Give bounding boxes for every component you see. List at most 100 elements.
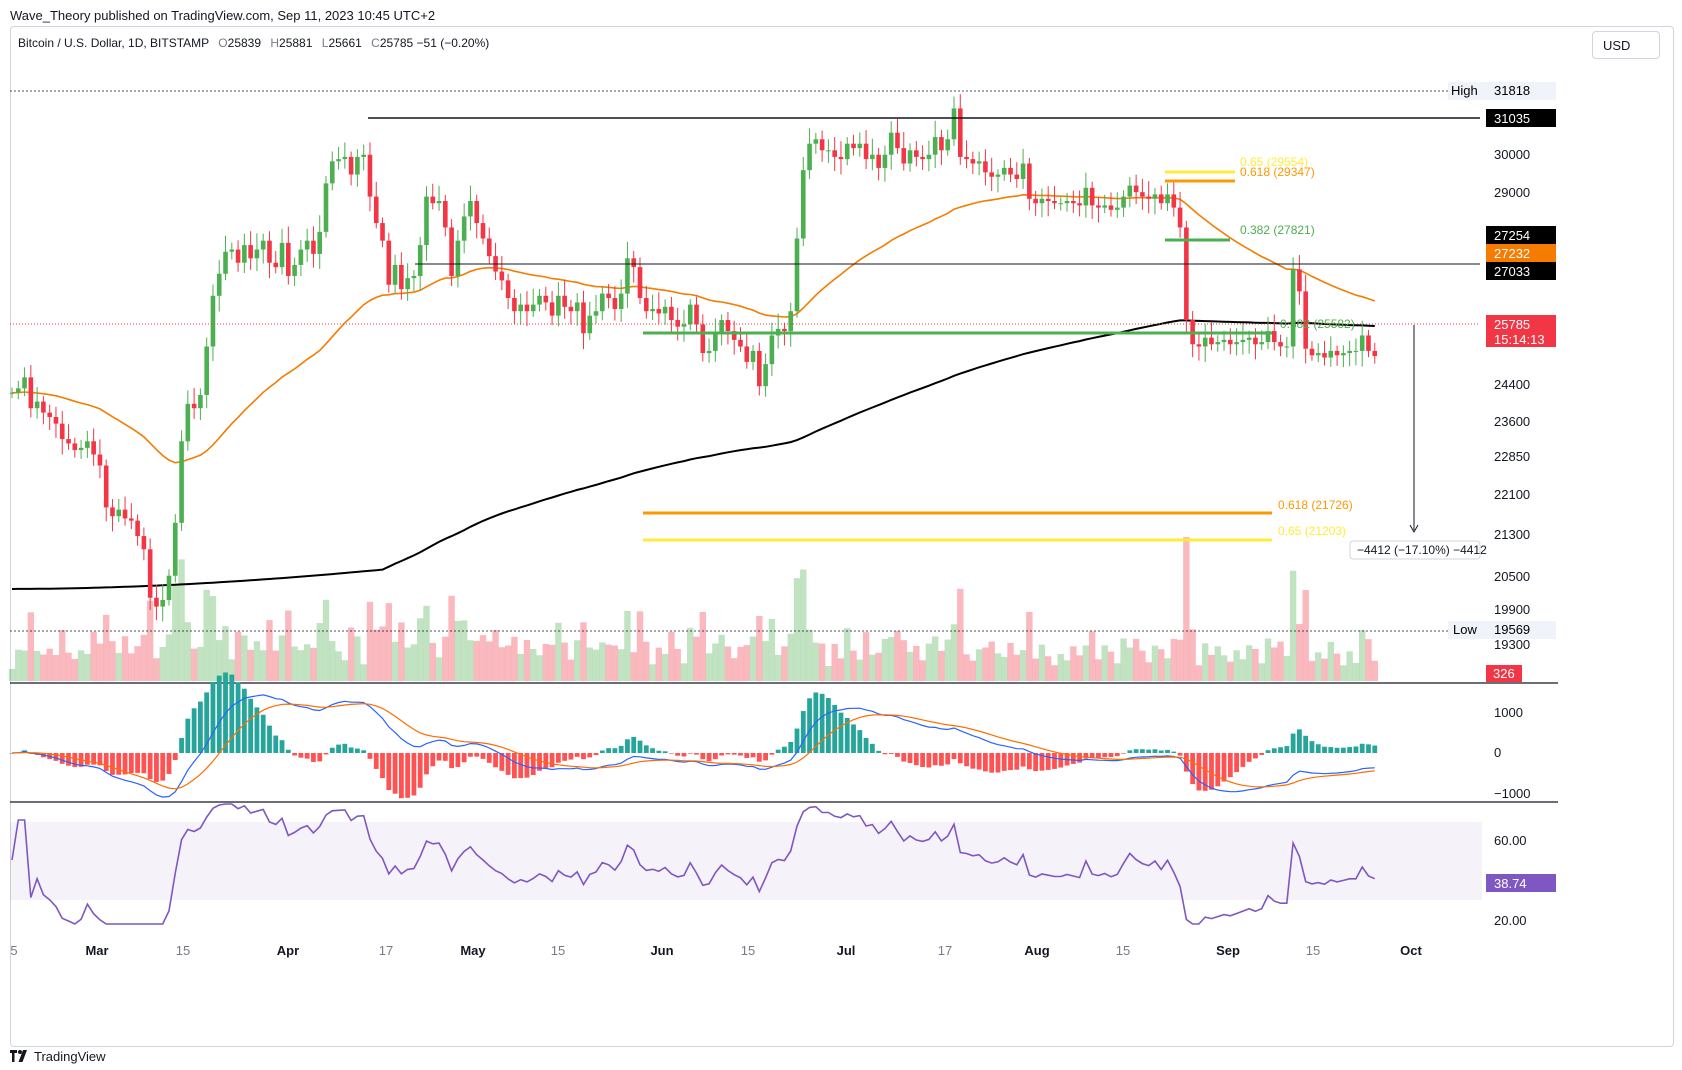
symbol-name[interactable]: Bitcoin / U.S. Dollar, 1D, BITSTAMP — [18, 36, 209, 50]
candle-body — [317, 231, 323, 254]
macd-histogram-bar — [662, 751, 668, 753]
price-axis-label: 19300 — [1494, 637, 1530, 652]
candle-body — [1240, 339, 1246, 343]
candle-body — [1221, 339, 1227, 343]
volume-bar — [919, 660, 926, 681]
volume-bar — [410, 644, 418, 681]
macd-histogram-bar — [599, 750, 605, 753]
volume-bar — [1045, 656, 1052, 681]
macd-histogram-bar — [618, 745, 624, 753]
macd-histogram-bar — [468, 753, 473, 757]
macd-histogram-bar — [844, 717, 850, 753]
candle-body — [1290, 269, 1296, 347]
low-tag-value: 19569 — [1494, 622, 1530, 637]
volume-bar — [737, 646, 744, 681]
candle-body — [769, 335, 775, 365]
volume-bar — [27, 612, 35, 681]
volume-bar — [1126, 647, 1134, 681]
macd-histogram-bar — [1328, 747, 1334, 753]
volume-bar — [96, 643, 104, 681]
volume-bar — [511, 636, 518, 681]
volume-bar — [429, 642, 436, 681]
candle-body — [945, 139, 951, 151]
macd-histogram-bar — [1077, 753, 1082, 763]
ema50-tag: 27232 — [1486, 244, 1556, 262]
volume-bar — [492, 630, 499, 681]
volume-bar — [1289, 570, 1297, 681]
volume-bar — [404, 647, 411, 681]
volume-bar — [460, 620, 468, 681]
resistance-tag: 31035 — [1486, 109, 1556, 127]
volume-bar — [756, 615, 763, 681]
candle-body — [1196, 344, 1202, 347]
candle-body — [399, 264, 404, 290]
volume-bar — [818, 643, 826, 681]
candle-body — [141, 536, 147, 550]
macd-histogram-bar — [160, 753, 166, 781]
volume-bar — [59, 630, 66, 681]
macd-histogram-bar — [530, 753, 536, 776]
currency-button[interactable]: USD — [1592, 31, 1660, 59]
macd-histogram-bar — [361, 750, 367, 753]
volume-bar — [448, 595, 455, 681]
candle-body — [1184, 227, 1189, 321]
volume-bar — [743, 645, 750, 681]
macd-histogram-bar — [1278, 747, 1283, 753]
candle-body — [1140, 192, 1145, 197]
volume-bar — [617, 649, 625, 681]
volume-bar — [944, 639, 951, 681]
candle-body — [273, 262, 279, 268]
macd-histogram-bar — [141, 753, 147, 774]
candle-body — [367, 154, 373, 197]
volume-bar — [668, 631, 675, 681]
price-axis-label: 30000 — [1494, 147, 1530, 162]
volume-bar — [523, 639, 531, 681]
candle-body — [505, 280, 511, 298]
macd-histogram-bar — [1303, 735, 1309, 753]
macd-histogram-bar — [1008, 753, 1013, 771]
volume-bar — [146, 600, 154, 681]
volume-bar — [417, 618, 424, 681]
candle-body — [706, 350, 712, 354]
macd-histogram-bar — [1121, 753, 1126, 754]
candle-body — [342, 156, 348, 160]
volume-bar — [391, 641, 399, 681]
candle-body — [1045, 198, 1051, 202]
candle-body — [650, 309, 655, 312]
svg-text:27254: 27254 — [1494, 228, 1530, 243]
countdown-value: 15:14:13 — [1494, 332, 1545, 347]
volume-bar — [297, 650, 305, 681]
candle-body — [1039, 198, 1045, 204]
candle-body — [989, 172, 994, 177]
candle-body — [348, 156, 354, 175]
macd-histogram-bar — [248, 698, 254, 753]
open-label: O — [218, 36, 228, 50]
macd-histogram-bar — [1052, 753, 1057, 769]
macd-histogram-bar — [442, 753, 448, 761]
volume-bar — [103, 614, 110, 681]
macd-histogram-bar — [932, 753, 938, 766]
macd-axis-label: 0 — [1494, 745, 1501, 760]
macd-histogram-bar — [907, 753, 913, 764]
volume-bar — [134, 646, 141, 681]
volume-bar — [1158, 649, 1165, 681]
volume-bar — [266, 620, 273, 681]
macd-histogram-bar — [1340, 747, 1346, 753]
footer[interactable]: TradingView — [10, 1045, 106, 1067]
macd-histogram-bar — [267, 725, 272, 753]
top-bar: Wave_Theory published on TradingView.com… — [0, 0, 1682, 30]
macd-histogram-bar — [1359, 743, 1365, 753]
candle-body — [593, 311, 599, 316]
volume-bar — [1371, 660, 1378, 681]
macd-histogram-bar — [59, 753, 65, 764]
high-tag-label: High — [1451, 83, 1478, 98]
fib-label: 0.65 (29554) — [1240, 155, 1308, 169]
symbol-legend[interactable]: Bitcoin / U.S. Dollar, 1D, BITSTAMP O258… — [18, 36, 489, 50]
macd-histogram-bar — [1020, 753, 1026, 767]
volume-bar — [1346, 651, 1353, 681]
time-axis-label: 15 — [1306, 943, 1320, 958]
ema200-tag: 27033 — [1486, 262, 1556, 280]
candle-body — [681, 324, 687, 327]
macd-histogram-bar — [1033, 753, 1039, 772]
